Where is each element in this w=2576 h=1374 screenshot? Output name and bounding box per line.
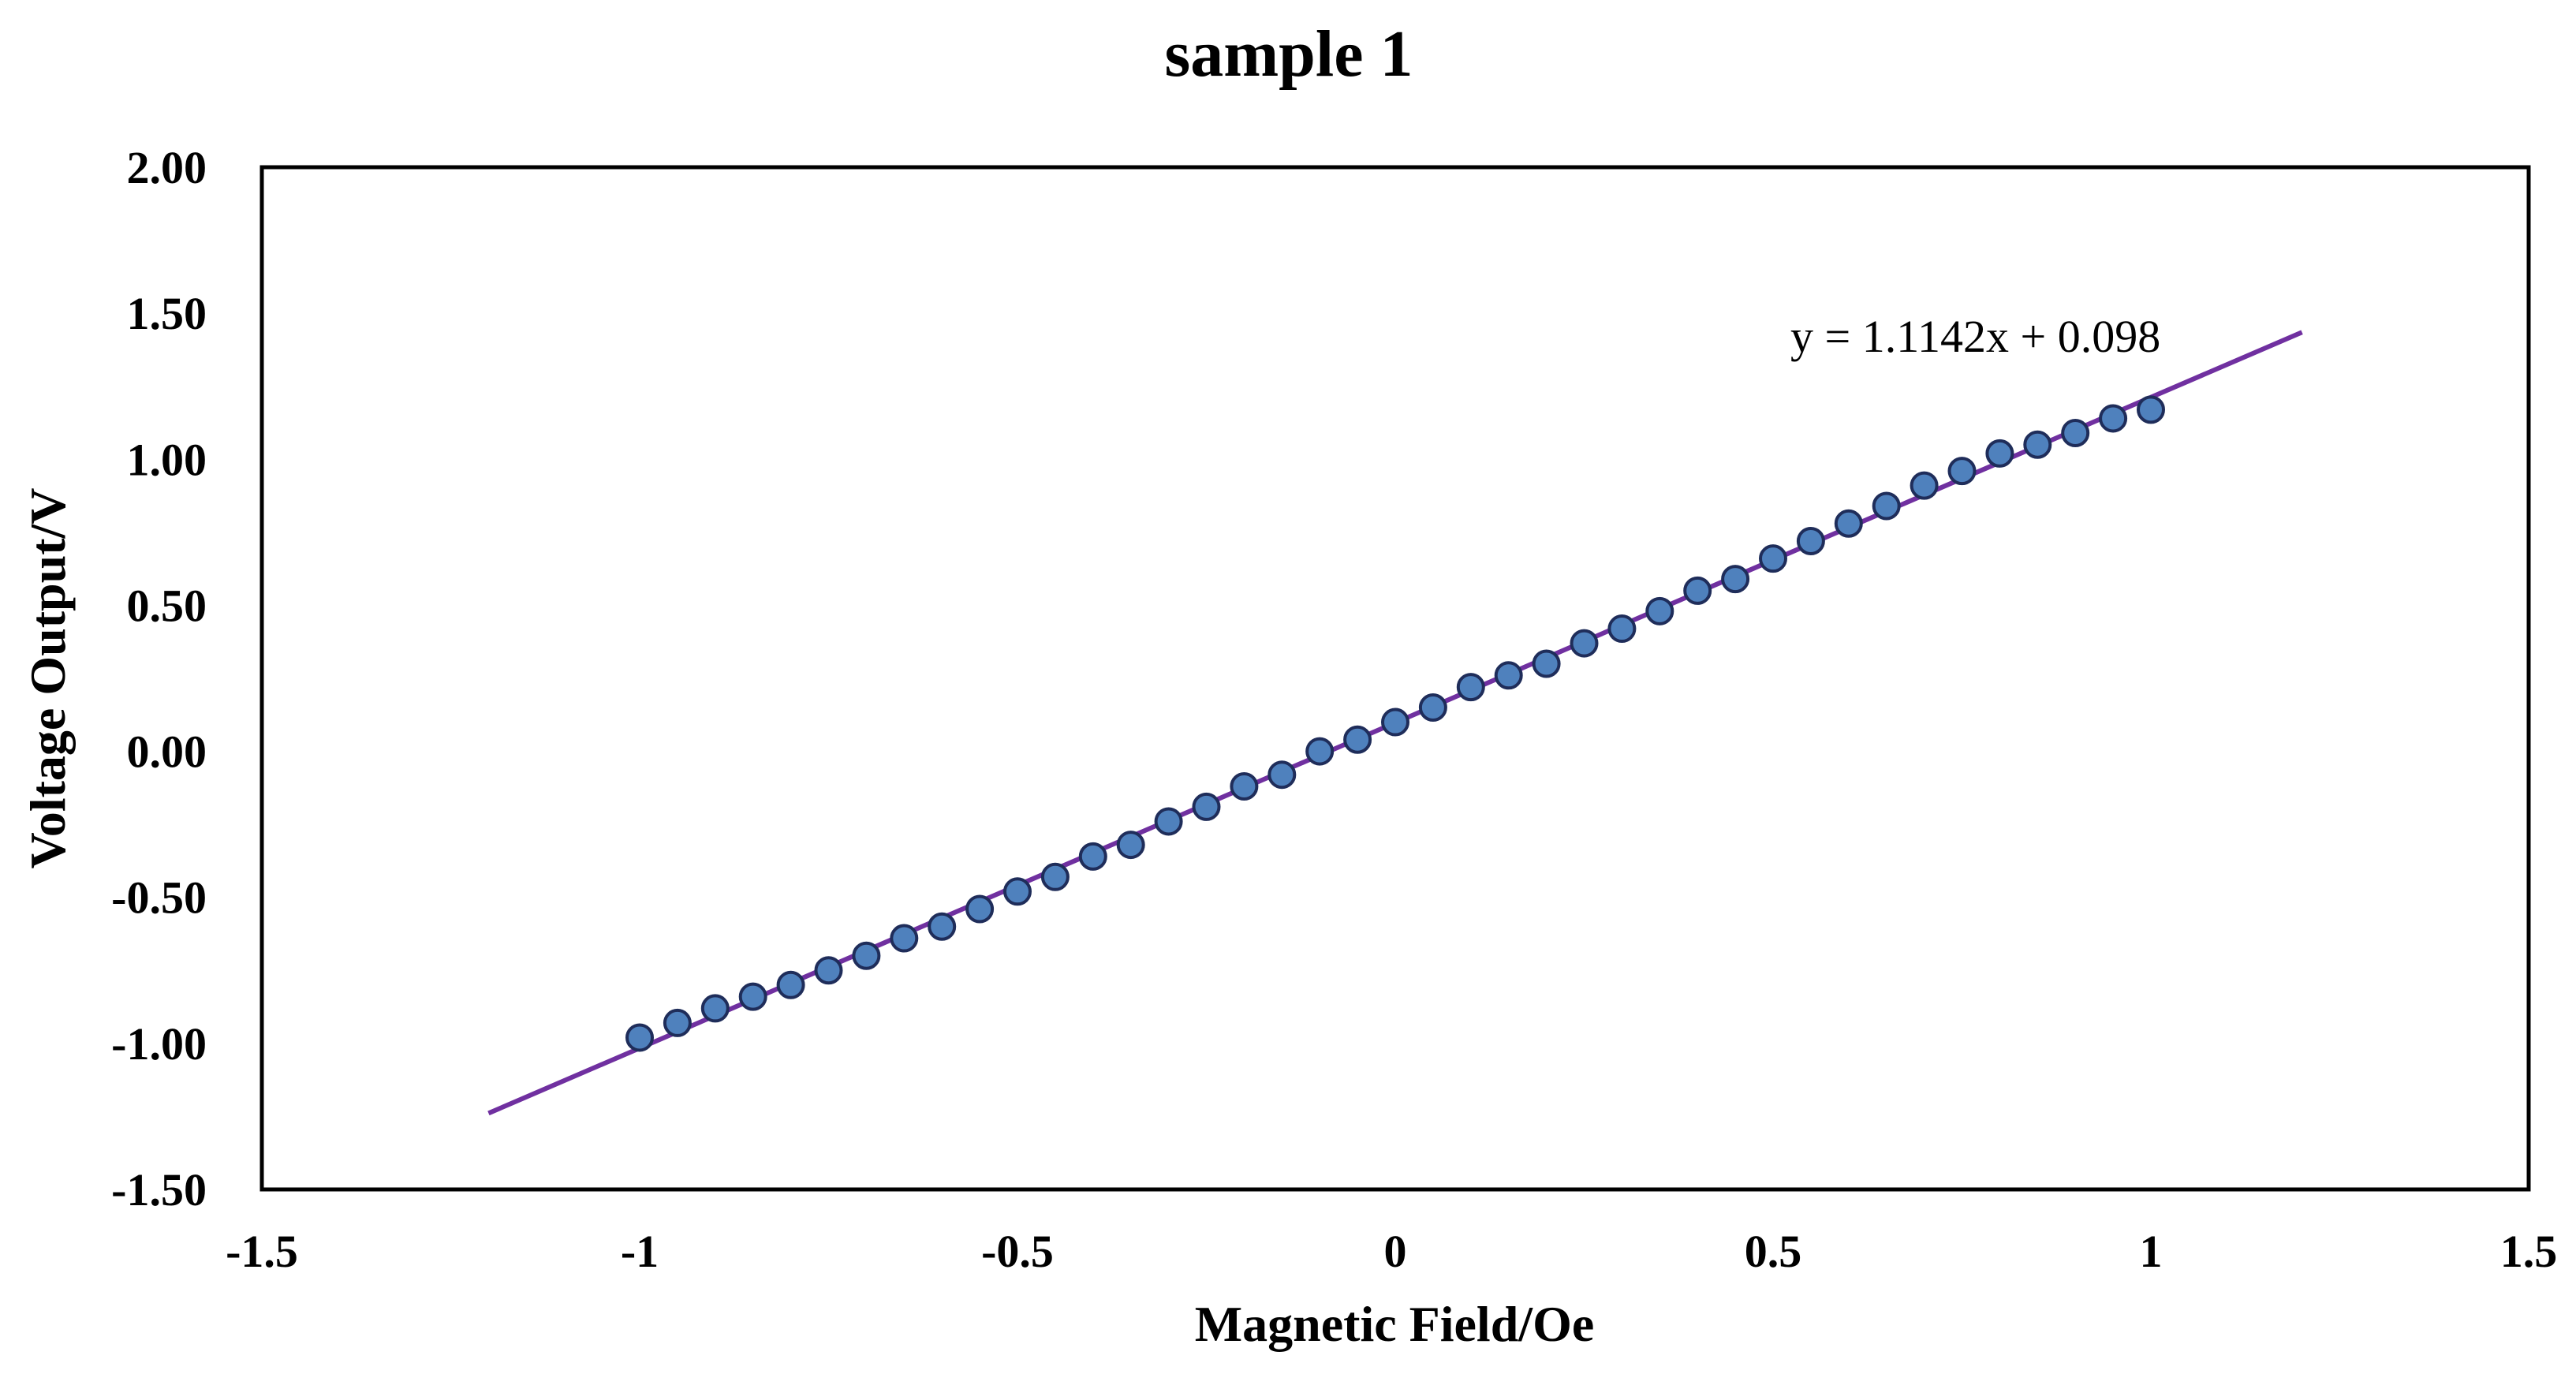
data-point: [2099, 404, 2128, 433]
data-point: [1645, 596, 1674, 625]
data-point: [1003, 877, 1032, 906]
data-point: [1759, 544, 1787, 573]
chart-title: sample 1: [1165, 17, 1413, 91]
y-axis-ticks: -1.50 -1.00 -0.50 0.00 0.50 1.00 1.50 2.00: [111, 142, 207, 1215]
data-point: [2137, 395, 2165, 424]
data-point: [1947, 457, 1977, 486]
data-point: [1040, 862, 1070, 891]
y-tick-label: 1.00: [127, 434, 207, 485]
data-point: [1116, 831, 1145, 860]
data-point: [890, 924, 919, 953]
data-point: [1985, 439, 2014, 468]
data-point: [1796, 526, 1825, 555]
x-axis-ticks: -1.5 -1 -0.5 0 0.5 1 1.5: [226, 1226, 2557, 1277]
y-tick-label: 1.50: [127, 288, 207, 339]
x-axis-label: Magnetic Field/Oe: [1195, 1296, 1595, 1352]
data-point: [1910, 471, 1939, 500]
y-tick-label: -1.50: [111, 1164, 207, 1215]
data-point: [1721, 565, 1750, 594]
data-point: [1192, 792, 1221, 821]
data-point: [1570, 629, 1599, 658]
data-point: [2061, 418, 2090, 447]
data-point: [852, 941, 881, 970]
data-point: [1343, 725, 1372, 754]
data-point: [1607, 614, 1637, 644]
data-point: [738, 982, 767, 1011]
data-point: [1305, 737, 1335, 766]
data-point: [1267, 760, 1297, 790]
plot-area: [259, 165, 2531, 1192]
data-point: [1418, 693, 1447, 722]
trendline-equation: y = 1.1142x + 0.098: [1790, 311, 2160, 362]
y-tick-label: -0.50: [111, 872, 207, 924]
x-tick-label: -1: [621, 1226, 659, 1277]
y-tick-label: 2.00: [127, 142, 207, 193]
y-tick-label: 0.00: [127, 726, 207, 778]
y-tick-label: -1.00: [111, 1018, 207, 1070]
data-point: [1683, 576, 1712, 605]
data-point: [1456, 673, 1485, 702]
x-tick-label: -0.5: [981, 1226, 1054, 1277]
data-point: [814, 956, 843, 985]
data-points: [625, 395, 2165, 1052]
data-point: [1834, 509, 1863, 538]
data-point: [625, 1023, 654, 1052]
x-tick-label: 0: [1384, 1226, 1407, 1277]
data-point: [1230, 772, 1259, 801]
data-point: [1872, 491, 1901, 521]
x-tick-label: -1.5: [226, 1226, 298, 1277]
data-point: [1494, 661, 1523, 690]
data-point: [1154, 807, 1183, 836]
x-tick-label: 1.5: [2500, 1226, 2558, 1277]
y-axis-label: Voltage Output/V: [20, 487, 76, 868]
data-point: [1078, 842, 1107, 871]
data-point: [776, 970, 805, 999]
data-point: [965, 894, 995, 924]
y-tick-label: 0.50: [127, 580, 207, 631]
data-point: [2023, 430, 2052, 459]
data-point: [663, 1008, 692, 1037]
x-tick-label: 0.5: [1745, 1226, 1802, 1277]
data-point: [928, 912, 957, 941]
data-point: [1532, 649, 1561, 678]
data-point: [700, 994, 730, 1023]
x-tick-label: 1: [2140, 1226, 2163, 1277]
data-point: [1381, 708, 1409, 737]
